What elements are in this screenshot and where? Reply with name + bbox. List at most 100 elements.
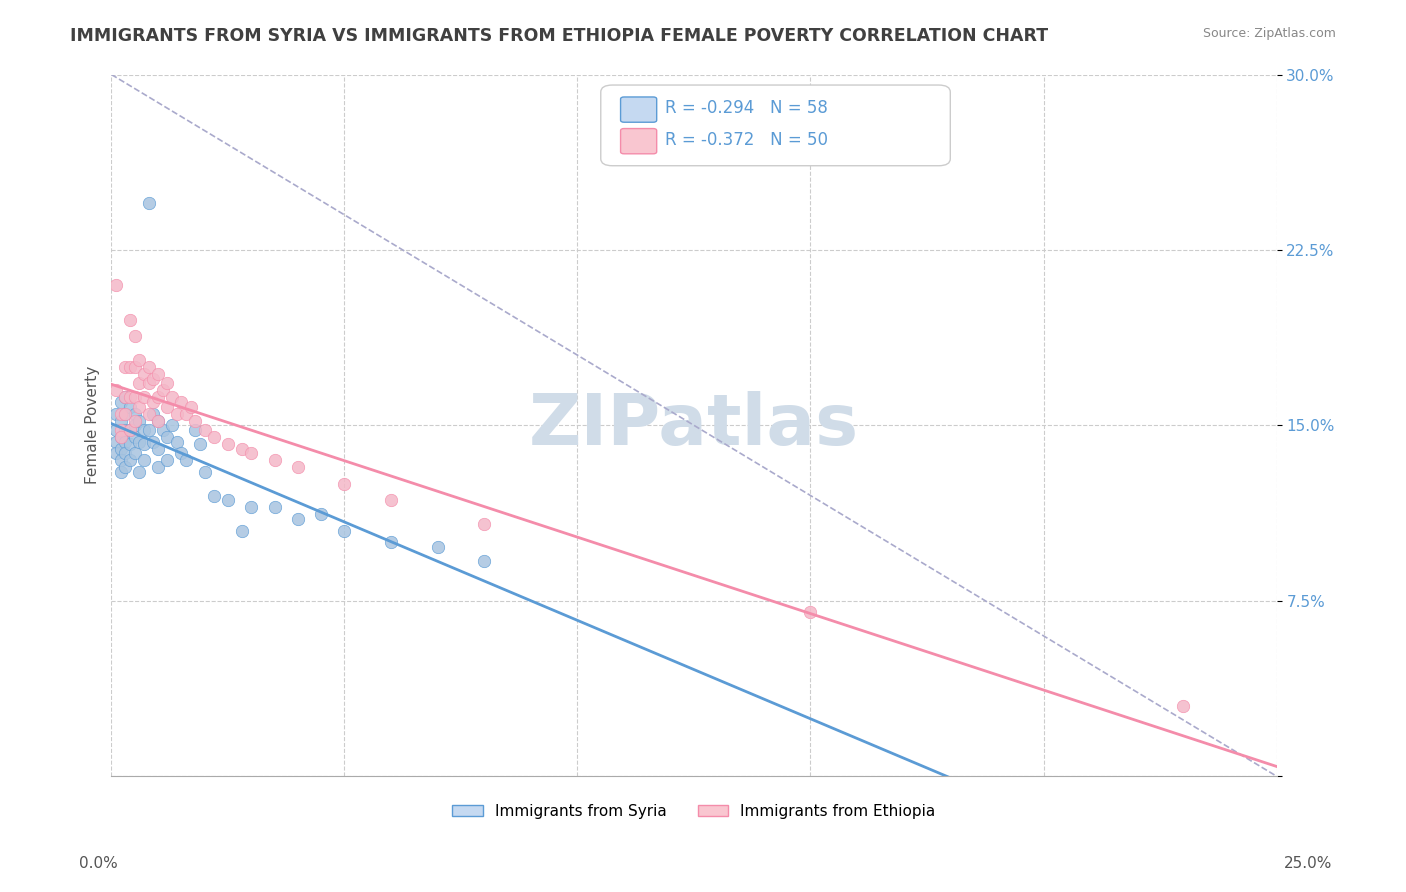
Point xyxy=(146,442,169,456)
Point xyxy=(114,407,136,421)
Text: IMMIGRANTS FROM SYRIA VS IMMIGRANTS FROM ETHIOPIA FEMALE POVERTY CORRELATION CHA: IMMIGRANTS FROM SYRIA VS IMMIGRANTS FROM… xyxy=(70,27,1049,45)
Point xyxy=(128,414,150,428)
Text: Source: ZipAtlas.com: Source: ZipAtlas.com xyxy=(1202,27,1336,40)
Point xyxy=(110,430,132,444)
Point xyxy=(132,367,155,381)
Point xyxy=(472,554,495,568)
Point xyxy=(472,516,495,531)
Point xyxy=(118,400,141,414)
Point xyxy=(132,453,155,467)
Point xyxy=(287,512,309,526)
Point xyxy=(124,430,146,444)
Point xyxy=(114,446,136,460)
Point xyxy=(333,524,356,538)
Point xyxy=(166,407,188,421)
Point xyxy=(380,493,402,508)
Point xyxy=(138,407,160,421)
Point xyxy=(166,434,188,449)
Point xyxy=(110,395,132,409)
Point xyxy=(124,390,146,404)
Point xyxy=(118,423,141,437)
Point xyxy=(217,493,239,508)
Point xyxy=(114,390,136,404)
FancyBboxPatch shape xyxy=(620,128,657,153)
FancyBboxPatch shape xyxy=(600,85,950,166)
Point xyxy=(124,329,146,343)
Text: 25.0%: 25.0% xyxy=(1284,856,1331,871)
Point xyxy=(231,442,253,456)
Point xyxy=(105,407,128,421)
Point xyxy=(124,407,146,421)
Point xyxy=(118,390,141,404)
Point xyxy=(309,507,332,521)
Point xyxy=(142,371,165,385)
Point xyxy=(263,500,285,515)
Point xyxy=(132,437,155,451)
Point xyxy=(124,359,146,374)
Point xyxy=(124,414,146,428)
Point xyxy=(146,390,169,404)
Point xyxy=(380,535,402,549)
Point xyxy=(174,407,197,421)
Point xyxy=(138,196,160,211)
Point xyxy=(114,434,136,449)
Point xyxy=(1173,698,1195,713)
Point xyxy=(118,423,141,437)
Point xyxy=(170,395,193,409)
Legend: Immigrants from Syria, Immigrants from Ethiopia: Immigrants from Syria, Immigrants from E… xyxy=(446,797,942,825)
Text: R = -0.294   N = 58: R = -0.294 N = 58 xyxy=(665,99,828,117)
Point xyxy=(184,423,207,437)
Point xyxy=(110,414,132,428)
Point xyxy=(114,407,136,421)
Point xyxy=(231,524,253,538)
Point xyxy=(114,423,136,437)
Y-axis label: Female Poverty: Female Poverty xyxy=(86,367,100,484)
Point xyxy=(128,376,150,391)
Point xyxy=(174,453,197,467)
Point xyxy=(152,384,174,398)
Point xyxy=(114,460,136,475)
Point xyxy=(128,465,150,479)
Point xyxy=(105,384,128,398)
Point xyxy=(128,434,150,449)
Text: R = -0.372   N = 50: R = -0.372 N = 50 xyxy=(665,131,828,149)
Point xyxy=(146,414,169,428)
Point xyxy=(146,414,169,428)
Point xyxy=(263,453,285,467)
Point xyxy=(138,359,160,374)
Point xyxy=(170,446,193,460)
Point xyxy=(110,465,132,479)
Point xyxy=(138,376,160,391)
Point xyxy=(132,423,155,437)
Point xyxy=(124,418,146,433)
Point xyxy=(105,423,128,437)
Point xyxy=(110,453,132,467)
Point xyxy=(156,430,179,444)
Point xyxy=(114,359,136,374)
Point xyxy=(217,437,239,451)
FancyBboxPatch shape xyxy=(620,97,657,122)
Point xyxy=(128,400,150,414)
Point xyxy=(156,400,179,414)
Point xyxy=(202,489,225,503)
Point xyxy=(156,376,179,391)
Point xyxy=(118,359,141,374)
Point xyxy=(105,446,128,460)
Point xyxy=(118,437,141,451)
Text: 0.0%: 0.0% xyxy=(79,856,118,871)
Point xyxy=(240,500,263,515)
Point xyxy=(114,390,136,404)
Point xyxy=(142,395,165,409)
Point xyxy=(110,430,132,444)
Point xyxy=(188,437,211,451)
Point xyxy=(110,423,132,437)
Point xyxy=(105,434,128,449)
Point xyxy=(105,278,128,293)
Point xyxy=(202,430,225,444)
Point xyxy=(156,453,179,467)
Point xyxy=(180,400,202,414)
Point xyxy=(194,465,217,479)
Point xyxy=(287,460,309,475)
Point xyxy=(132,390,155,404)
Point xyxy=(142,407,165,421)
